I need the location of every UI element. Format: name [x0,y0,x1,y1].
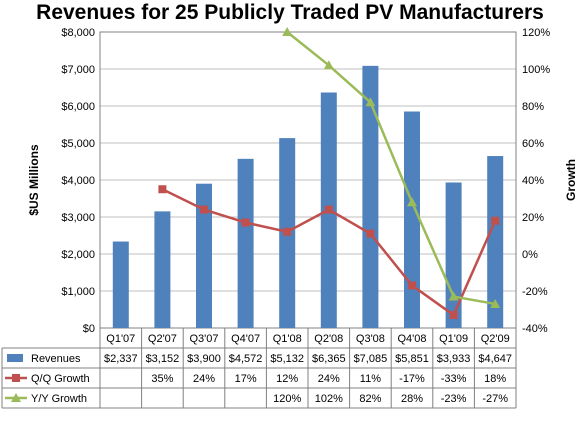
data-label: 18% [484,373,506,385]
y-tick-label: $7,000 [61,64,95,76]
x-tick-label: Q3'08 [356,333,385,345]
y2-tick-label: 0% [522,249,538,261]
data-label: $6,365 [312,353,346,365]
bar [445,182,462,328]
legend-label: Q/Q Growth [31,373,90,385]
data-label: 24% [318,373,340,385]
point-marker [407,197,417,207]
point-marker [449,311,458,320]
y2-axis-title: Growth [564,159,578,201]
point-marker [323,60,334,70]
y-tick-label: $6,000 [61,101,95,113]
y2-tick-label: 120% [522,27,550,39]
data-label: 35% [151,373,173,385]
point-marker [200,205,208,214]
y2-tick-label: 40% [522,175,544,187]
point-marker [366,229,375,238]
data-label: 120% [273,393,301,405]
y-tick-label: $0 [83,323,95,335]
point-marker [491,216,500,225]
point-marker [282,27,293,36]
point-marker [324,205,333,214]
data-label: -17% [399,373,425,385]
x-tick-label: Q2'09 [481,333,510,345]
x-tick-label: Q1'09 [439,333,468,345]
y-tick-label: $1,000 [61,286,95,298]
data-label: 82% [359,393,381,405]
bar [154,211,171,328]
bar [487,156,504,328]
x-tick-label: Q1'08 [273,333,302,345]
y2-tick-label: -40% [522,323,548,335]
y-tick-label: $2,000 [61,249,95,261]
x-tick-label: Q4'07 [231,333,260,345]
y-axis-title: $US Millions [27,144,41,216]
data-label: $2,337 [104,353,138,365]
y-tick-label: $3,000 [61,212,95,224]
y2-tick-label: 20% [522,212,544,224]
x-tick-label: Q2'07 [148,333,177,345]
point-marker [448,291,459,301]
y-tick-label: $4,000 [61,175,95,187]
data-label: $5,132 [270,353,304,365]
legend-marker [11,393,21,402]
point-marker [283,227,292,236]
bar [362,65,379,328]
chart-title: Revenues for 25 Publicly Traded PV Manuf… [36,1,544,24]
data-label: 12% [276,373,298,385]
point-marker [490,298,501,308]
y2-tick-label: 100% [522,64,550,76]
data-label: $3,900 [187,353,221,365]
data-label: -23% [441,393,467,405]
data-label: $3,152 [146,353,180,365]
point-marker [365,97,376,107]
series-line [286,31,496,306]
data-label: $5,851 [395,353,429,365]
x-tick-label: Q4'08 [397,333,426,345]
point-marker [408,281,416,290]
legend-swatch [7,354,23,362]
y-tick-label: $5,000 [61,138,95,150]
bar [196,183,212,328]
point-marker [241,218,250,227]
y2-tick-label: 60% [522,138,544,150]
data-label: 11% [360,373,381,385]
y2-tick-label: 80% [522,101,544,113]
y-tick-label: $8,000 [61,27,95,39]
data-label: 102% [315,393,343,405]
data-label: $7,085 [354,353,388,365]
x-tick-label: Q1'07 [106,333,135,345]
data-label: $4,572 [229,353,263,365]
legend-label: Revenues [31,353,81,365]
x-tick-label: Q3'07 [189,333,218,345]
data-label: $4,647 [478,353,512,365]
y2-tick-label: -20% [522,286,548,298]
point-marker [158,185,167,194]
legend-marker [12,374,20,382]
data-label: $3,933 [437,353,471,365]
bar [404,111,420,328]
x-tick-label: Q2'08 [314,333,343,345]
data-label: 17% [235,373,257,385]
bar [112,241,129,328]
data-label: 24% [193,373,215,385]
data-label: -33% [441,373,467,385]
bar [237,158,254,328]
data-label: -27% [482,393,508,405]
legend-label: Y/Y Growth [31,393,87,405]
data-label: 28% [401,393,423,405]
